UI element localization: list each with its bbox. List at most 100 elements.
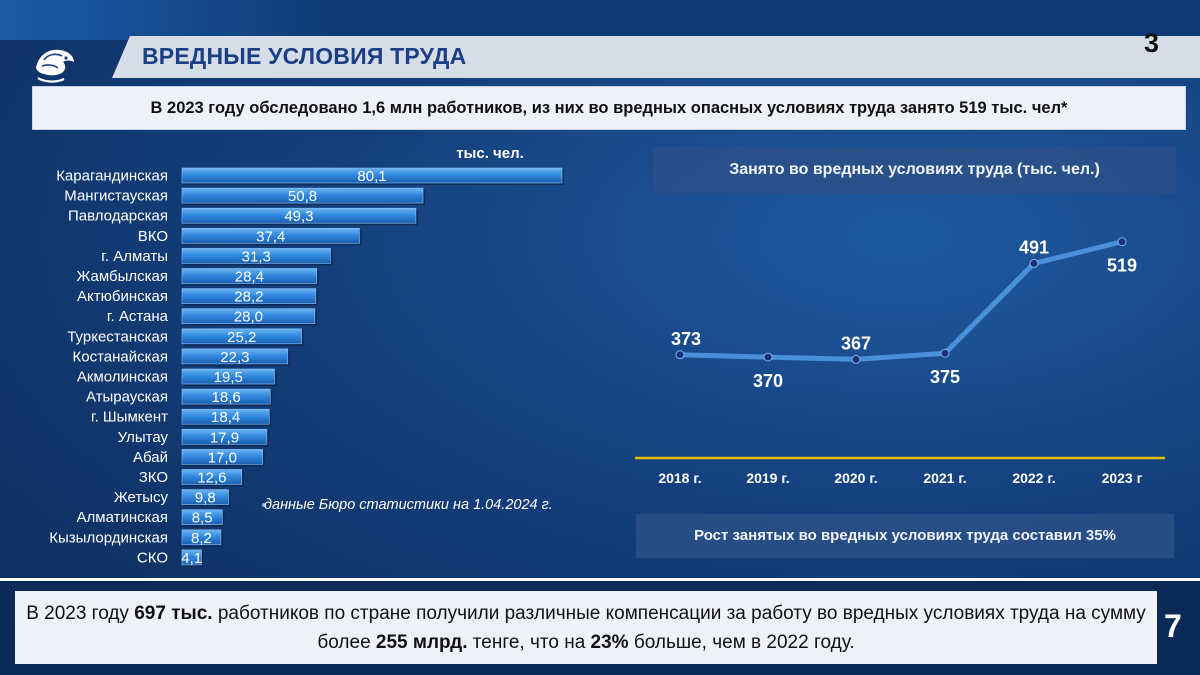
footnote: данные Бюро статистики на 1.04.2024 г.: [264, 497, 553, 513]
bar-category-label: Костанайская: [73, 348, 169, 365]
bar-category-label: Улытау: [118, 429, 169, 446]
bar-value-label: 28,0: [234, 309, 263, 326]
bar: [181, 428, 268, 445]
x-tick-label: 2019 г.: [746, 470, 789, 486]
data-point: [763, 352, 773, 362]
bar-value-label: 12,6: [197, 470, 226, 487]
series-line: [677, 239, 1125, 362]
bar-value-label: 50,8: [288, 188, 317, 205]
headline-box: В 2023 году обследовано 1,6 млн работник…: [32, 86, 1186, 130]
bar-category-label: Мангистауская: [64, 188, 168, 205]
bar-value-label: 8,2: [191, 530, 212, 547]
bar: [181, 187, 424, 204]
title-bar: [112, 36, 1200, 78]
bar-value-label: 49,3: [284, 208, 313, 225]
bar-category-label: Карагандинская: [56, 168, 168, 185]
bar: [181, 489, 229, 505]
data-point: [940, 348, 950, 358]
data-value-label: 373: [671, 329, 701, 349]
bar-value-label: 31,3: [242, 248, 271, 265]
bar-category-label: ВКО: [138, 228, 168, 245]
bar: [181, 207, 417, 224]
top-band-accent: [0, 0, 340, 40]
bar-value-label: 18,4: [211, 409, 240, 426]
bar: [181, 167, 563, 184]
bar: [181, 288, 317, 304]
summary-amount-value: 255 млрд.: [375, 632, 468, 653]
bar-category-label: Актюбинская: [77, 288, 168, 305]
bar-value-label: 19,5: [214, 369, 243, 386]
bar-value-label: 22,3: [220, 349, 249, 366]
bar-category-label: СКО: [137, 549, 168, 566]
bar-category-label: ЗКО: [139, 469, 168, 486]
data-point: [675, 350, 685, 360]
bar: [181, 268, 318, 284]
bar: [181, 509, 223, 526]
snow-leopard-logo-icon: [36, 49, 74, 83]
bar-value-label: 80,1: [357, 168, 386, 185]
bar-category-label: Акмолинская: [77, 369, 168, 386]
data-point: [1029, 258, 1039, 268]
bar-category-label: г. Шымкент: [91, 409, 168, 426]
bar-category-label: Павлодарская: [68, 208, 168, 225]
bar-category-label: Кызылординская: [49, 529, 168, 546]
bar-value-label: 17,0: [208, 449, 237, 466]
line-chart-title-box: Занято во вредных условиях труда (тыс. ч…: [653, 147, 1176, 193]
bar: [181, 228, 360, 244]
bar-category-label: Абай: [133, 449, 168, 466]
bar-category-label: Алматинская: [77, 509, 168, 526]
page-title: ВРЕДНЫЕ УСЛОВИЯ ТРУДА: [142, 43, 467, 69]
bar-category-label: г. Астана: [107, 308, 169, 325]
bar-value-label: 4,1: [181, 550, 202, 567]
bar: [181, 549, 202, 566]
data-value-label: 491: [1019, 237, 1049, 257]
regional-bar-chart: тыс. чел. Карагандинская 80,1 Мангистауска…: [49, 145, 564, 567]
summary-percent-value: 23%: [590, 632, 629, 653]
bar: [181, 248, 331, 264]
line-chart-title: Занято во вредных условиях труда (тыс. ч…: [729, 161, 1100, 178]
headline-text: В 2023 году обследовано 1,6 млн работник…: [150, 99, 1068, 117]
data-value-label: 370: [753, 371, 783, 391]
x-tick-label: 2023 г: [1102, 470, 1143, 486]
summary-part-4: больше, чем в 2022 году.: [628, 632, 855, 653]
data-value-label: 367: [841, 333, 871, 353]
summary-part-3: тенге, что на: [467, 632, 591, 653]
bar: [181, 408, 270, 425]
bar: [181, 388, 271, 405]
x-tick-label: 2018 г.: [658, 470, 701, 486]
bar: [181, 529, 222, 546]
summary-box: В 2023 году 697 тыс. работников по стран…: [15, 591, 1157, 664]
bar: [181, 449, 263, 465]
summary-text: В 2023 году 697 тыс. работников по стран…: [15, 599, 1157, 657]
bar-chart-unit-label: тыс. чел.: [456, 145, 524, 162]
data-value-label: 519: [1107, 256, 1137, 276]
growth-note: Рост занятых во вредных условиях труда с…: [694, 527, 1116, 544]
bar: [181, 328, 302, 345]
x-tick-label: 2022 г.: [1012, 470, 1055, 486]
bar: [181, 308, 316, 325]
bar-value-label: 18,6: [212, 389, 241, 406]
bar-value-label: 25,2: [227, 329, 256, 346]
bar-value-label: 17,9: [210, 429, 239, 446]
data-point: [851, 354, 861, 364]
bar-value-label: 28,2: [234, 289, 263, 306]
employment-line-chart: 373 2018 г. 370 2019 г. 367 2020 г. 375 2021 г.…: [635, 237, 1165, 486]
bar-category-label: Жамбылская: [77, 268, 169, 285]
bar: [181, 368, 275, 385]
divider: [0, 578, 1200, 581]
bar-value-label: 37,4: [256, 228, 285, 245]
bar-category-label: г. Алматы: [101, 248, 168, 265]
growth-note-box: Рост занятых во вредных условиях труда с…: [636, 514, 1174, 558]
slide-number: 3: [1144, 28, 1160, 58]
bar: [181, 348, 289, 365]
x-tick-label: 2021 г.: [923, 470, 966, 486]
page-number: 7: [1164, 608, 1182, 644]
bar-value-label: 8,5: [192, 510, 213, 527]
bar-category-label: Атырауская: [86, 389, 168, 406]
bar: [181, 469, 243, 485]
summary-workers-value: 697 тыс.: [134, 603, 213, 624]
x-tick-label: 2020 г.: [834, 470, 877, 486]
bar-value-label: 28,4: [235, 269, 264, 286]
data-value-label: 375: [930, 367, 960, 387]
